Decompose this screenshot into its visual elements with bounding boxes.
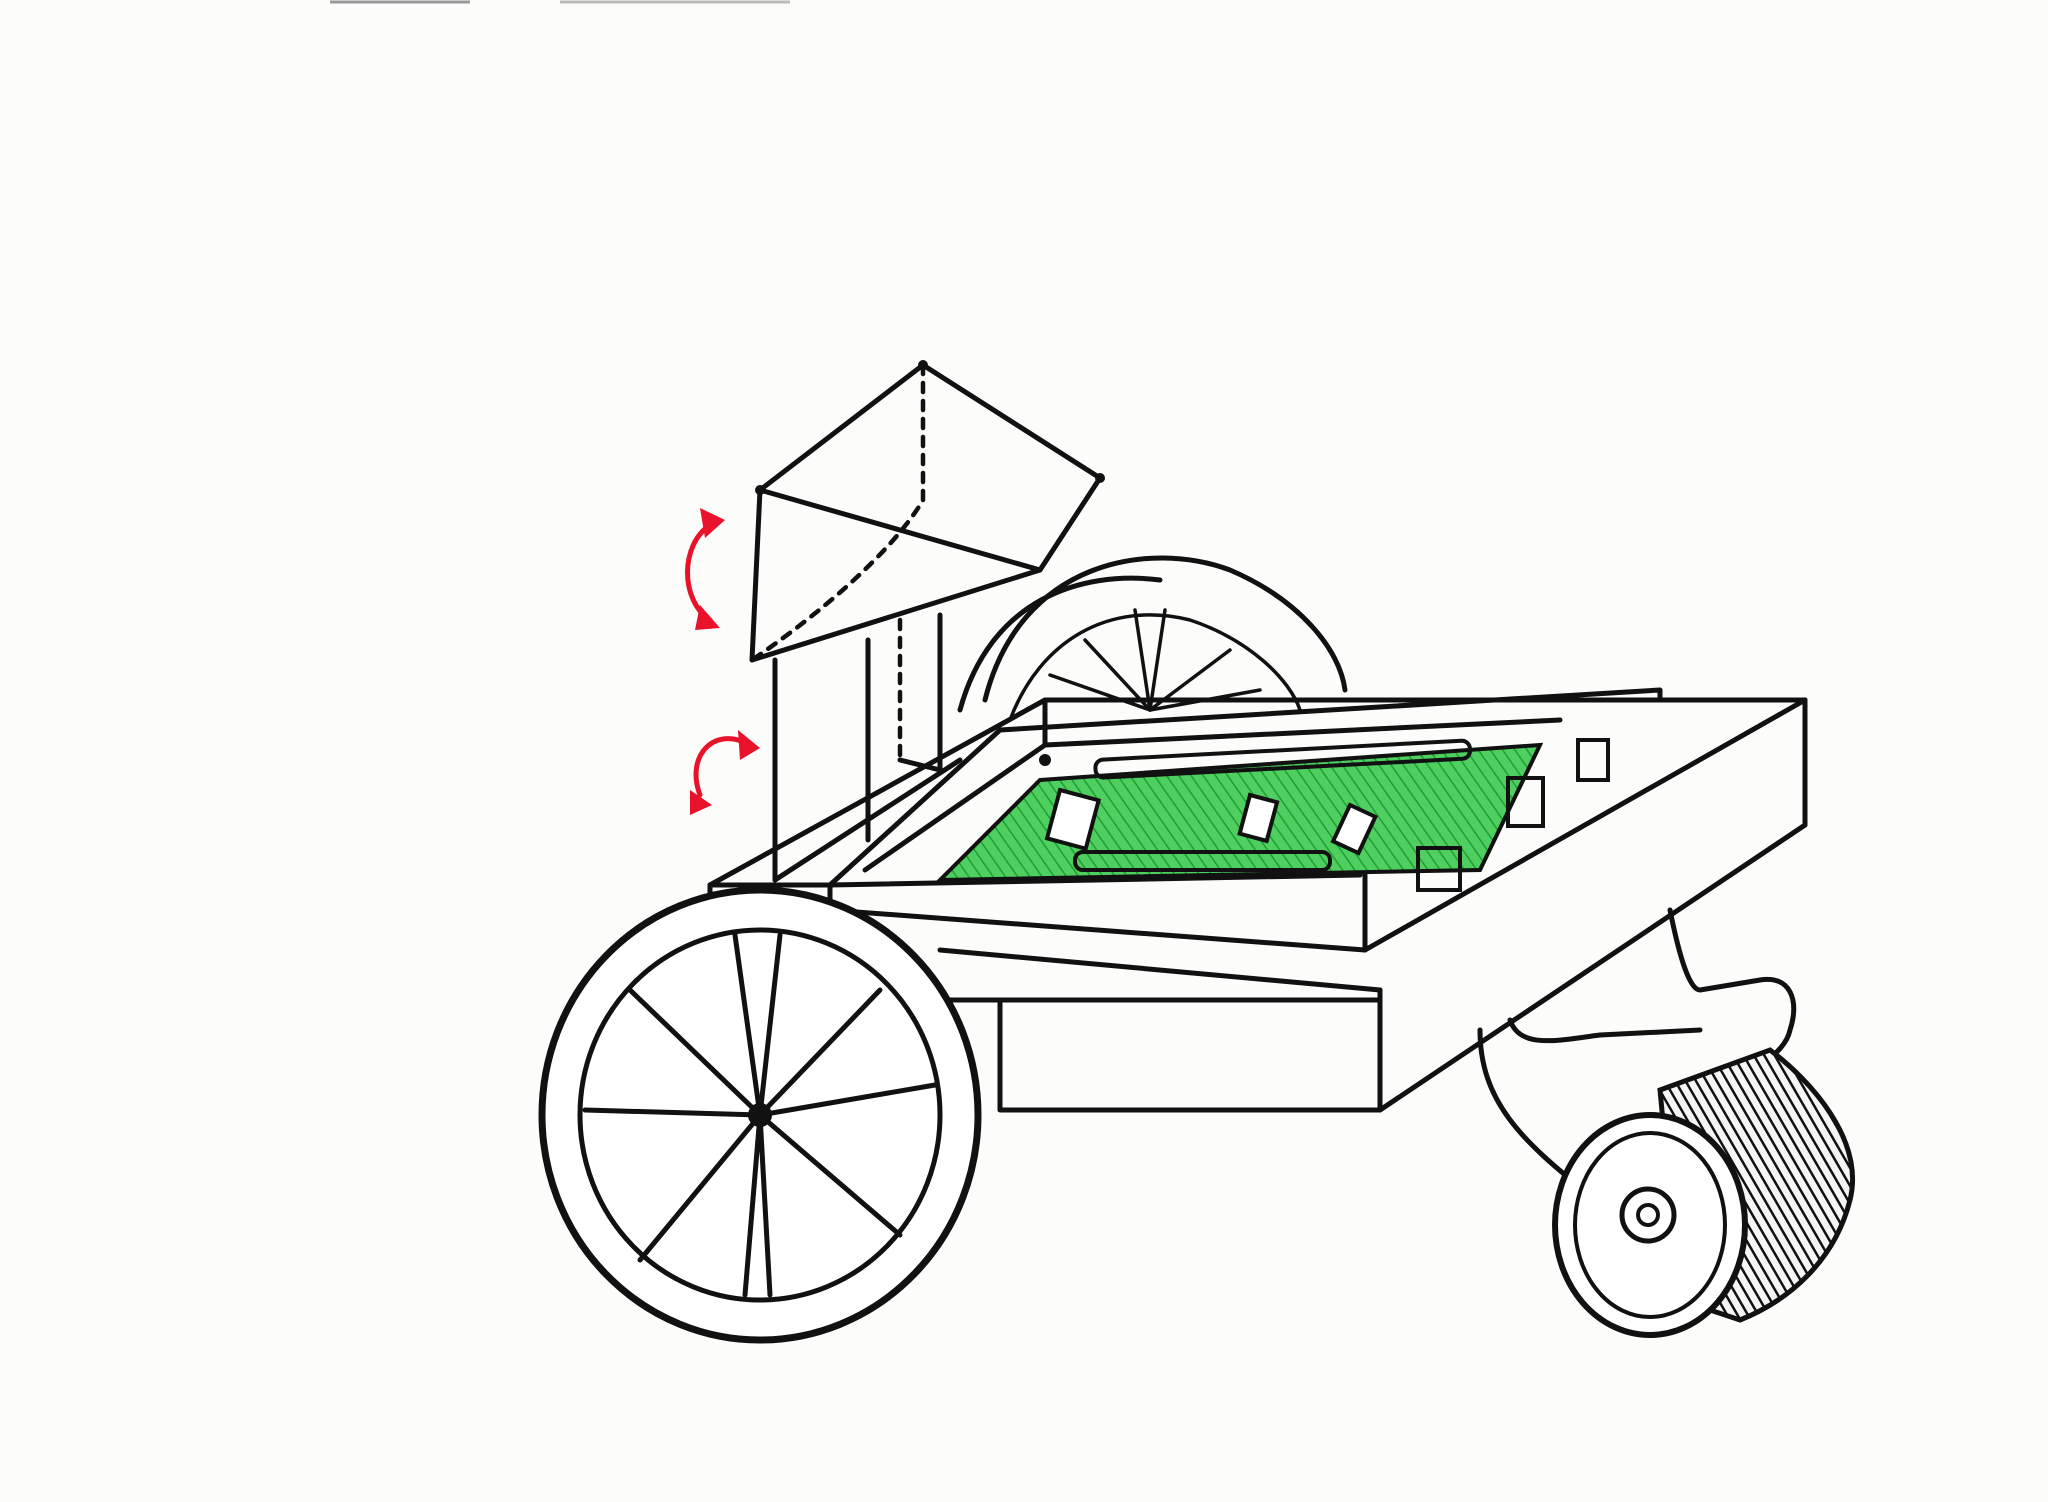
chassis-frame xyxy=(707,687,1808,1113)
camera-head xyxy=(749,360,1105,663)
rotation-arrow-upper xyxy=(685,522,713,623)
rotation-arrow-lower xyxy=(693,736,753,798)
rotation-arrows xyxy=(685,508,760,815)
sensor-mast xyxy=(772,612,963,883)
caster-wheel xyxy=(1477,907,1855,1338)
front-wheel xyxy=(538,886,982,1344)
circuit-board xyxy=(935,738,1544,883)
rear-wheel xyxy=(957,555,1348,722)
side-ports xyxy=(1416,738,1610,892)
